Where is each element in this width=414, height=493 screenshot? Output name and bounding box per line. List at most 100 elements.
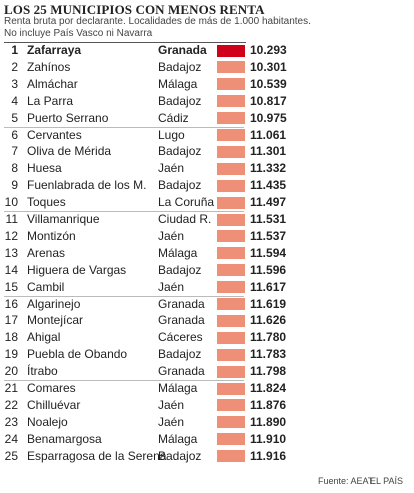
income: 10.539 bbox=[250, 76, 287, 91]
income: 11.435 bbox=[250, 178, 287, 193]
income: 11.617 bbox=[250, 279, 287, 294]
municipality: Chilluévar bbox=[27, 397, 81, 412]
municipality: Comares bbox=[27, 381, 76, 395]
province: Cáceres bbox=[158, 330, 203, 345]
income: 11.531 bbox=[250, 212, 287, 226]
municipality: Arenas bbox=[27, 245, 66, 260]
rank: 24 bbox=[4, 431, 18, 446]
municipality: Puerto Serrano bbox=[27, 110, 109, 125]
rank: 8 bbox=[11, 161, 18, 176]
income: 11.780 bbox=[250, 330, 287, 345]
rank: 16 bbox=[4, 296, 18, 311]
rank: 13 bbox=[4, 245, 18, 260]
income: 11.798 bbox=[250, 364, 287, 379]
income-bar bbox=[217, 179, 245, 192]
province: Málaga bbox=[158, 245, 198, 260]
province: Badajoz bbox=[158, 59, 202, 74]
income-bar bbox=[217, 196, 245, 209]
rank: 3 bbox=[11, 76, 18, 91]
income-bar bbox=[217, 44, 245, 57]
group-separator bbox=[4, 295, 244, 297]
rank: 5 bbox=[11, 110, 18, 125]
group-separator bbox=[4, 126, 244, 128]
municipality: Huesa bbox=[27, 161, 62, 176]
province: Cádiz bbox=[158, 110, 189, 125]
rank: 6 bbox=[11, 127, 18, 142]
income: 11.619 bbox=[250, 296, 287, 311]
rank: 14 bbox=[4, 262, 18, 277]
rank: 19 bbox=[4, 347, 18, 362]
income-bar bbox=[217, 145, 245, 158]
municipality: Toques bbox=[27, 195, 66, 210]
income-bar bbox=[217, 95, 245, 108]
province: Granada bbox=[158, 43, 207, 57]
income-bar bbox=[217, 314, 245, 327]
income: 10.975 bbox=[250, 110, 287, 125]
income-bar bbox=[217, 382, 245, 395]
municipality: Algarinejo bbox=[27, 296, 81, 311]
group-separator bbox=[4, 211, 244, 212]
income-bar bbox=[217, 433, 245, 446]
province: Málaga bbox=[158, 381, 198, 395]
income: 11.890 bbox=[250, 414, 287, 429]
income-bar bbox=[217, 247, 245, 260]
rank: 17 bbox=[4, 313, 18, 328]
province: Granada bbox=[158, 313, 205, 328]
rank: 22 bbox=[4, 397, 18, 412]
income: 11.876 bbox=[250, 397, 287, 412]
income: 10.817 bbox=[250, 93, 287, 108]
rank: 15 bbox=[4, 279, 18, 294]
rank: 7 bbox=[11, 144, 18, 159]
income-bar bbox=[217, 298, 245, 310]
province: Jaén bbox=[158, 161, 185, 176]
income: 11.594 bbox=[250, 245, 287, 260]
municipality: Montizón bbox=[27, 228, 76, 243]
municipality: Zahínos bbox=[27, 59, 71, 74]
municipality: Cervantes bbox=[27, 127, 82, 142]
rank: 23 bbox=[4, 414, 18, 429]
province: Badajoz bbox=[158, 144, 202, 159]
credit: EL PAÍS bbox=[370, 476, 404, 486]
municipality: Cambil bbox=[27, 279, 65, 294]
province: Jaén bbox=[158, 279, 185, 294]
title: LOS 25 MUNICIPIOS CON MENOS RENTA bbox=[4, 2, 265, 17]
rank: 25 bbox=[4, 448, 18, 463]
rank: 1 bbox=[11, 43, 18, 57]
province: Badajoz bbox=[158, 347, 202, 362]
rank: 20 bbox=[4, 364, 18, 379]
municipality: Esparragosa de la Serena bbox=[27, 448, 167, 463]
municipality: Benamargosa bbox=[27, 431, 102, 446]
income: 11.824 bbox=[250, 381, 287, 395]
income: 11.626 bbox=[250, 313, 287, 328]
province: Granada bbox=[158, 364, 205, 379]
source: Fuente: AEAT. bbox=[318, 476, 375, 486]
income-bar bbox=[217, 264, 245, 277]
income: 11.910 bbox=[250, 431, 287, 446]
group-separator bbox=[4, 380, 244, 381]
income: 11.061 bbox=[250, 127, 287, 142]
income-bar bbox=[217, 230, 245, 243]
municipality: Zafarraya bbox=[27, 43, 82, 57]
income-bar bbox=[217, 61, 245, 74]
province: La Coruña bbox=[158, 195, 215, 210]
income: 11.537 bbox=[250, 228, 287, 243]
municipality: Ítrabo bbox=[27, 364, 58, 379]
income-bar bbox=[217, 281, 245, 294]
province: Badajoz bbox=[158, 93, 202, 108]
income: 11.596 bbox=[250, 262, 287, 277]
province: Jaén bbox=[158, 414, 185, 429]
province: Granada bbox=[158, 296, 205, 311]
province: Lugo bbox=[158, 127, 185, 142]
income: 11.497 bbox=[250, 195, 287, 210]
income-bar bbox=[217, 112, 245, 125]
province: Málaga bbox=[158, 76, 198, 91]
municipality: Montejícar bbox=[27, 313, 84, 328]
municipality: Puebla de Obando bbox=[27, 347, 128, 362]
municipality: Higuera de Vargas bbox=[27, 262, 127, 277]
rank: 11 bbox=[5, 212, 18, 226]
subtitle: Renta bruta por declarante. Localidades … bbox=[4, 16, 311, 27]
income: 11.783 bbox=[250, 347, 287, 362]
municipality: Villamanrique bbox=[27, 212, 100, 226]
rank: 9 bbox=[11, 178, 18, 193]
